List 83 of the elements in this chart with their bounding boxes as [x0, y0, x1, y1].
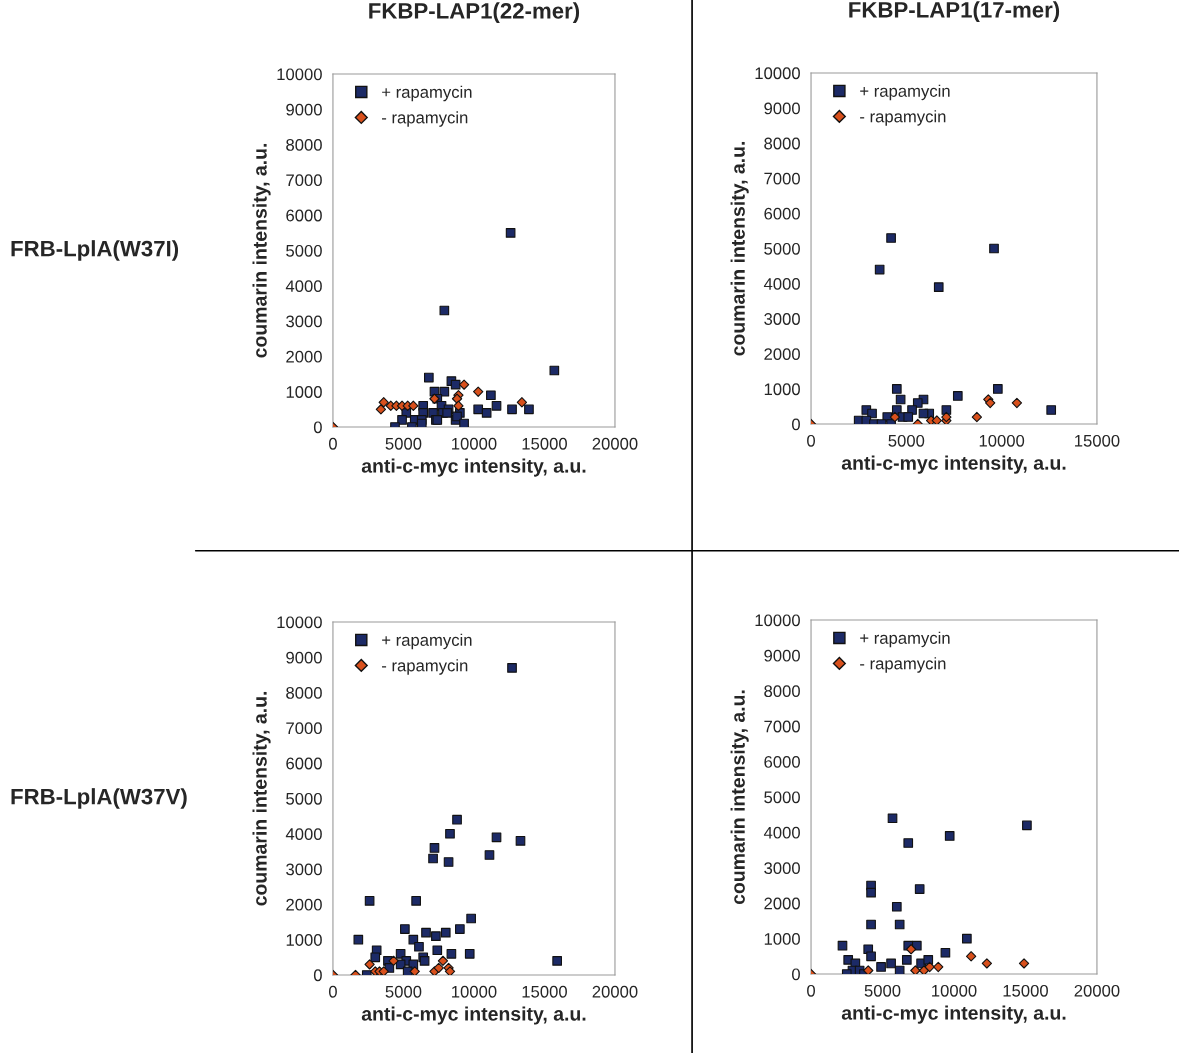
x-tick-label: 0 [807, 434, 816, 447]
y-axis-title: coumarin intensity, a.u. [252, 691, 271, 906]
y-tick-label: 3000 [286, 315, 322, 328]
x-tick-label: 5000 [888, 434, 925, 447]
y-tick-label: 6000 [286, 757, 322, 770]
y-tick-label: 5000 [286, 244, 322, 257]
y-tick-label: 0 [792, 418, 800, 431]
y-tick-label: 5000 [764, 242, 800, 255]
x-tick-label: 5000 [385, 985, 422, 998]
y-tick-label: 5000 [286, 792, 322, 805]
y-tick-label: 7000 [286, 722, 322, 735]
y-tick-label: 7000 [764, 720, 800, 733]
x-tick-label: 20000 [592, 437, 638, 450]
x-tick-label: 20000 [592, 985, 638, 998]
y-tick-label: 8000 [286, 687, 322, 699]
x-tick-label: 10000 [979, 434, 1025, 447]
x-axis-title: anti-c-myc intensity, a.u. [361, 458, 586, 477]
y-tick-label: 2000 [286, 898, 322, 911]
y-tick-label: 4000 [763, 278, 800, 290]
x-tick-label: 15000 [522, 437, 567, 450]
legend-label: - rapamycin [382, 111, 468, 127]
x-tick-label: 15000 [1075, 434, 1120, 447]
y-tick-label: 10000 [755, 67, 800, 80]
y-tick-label: 8000 [286, 139, 322, 151]
legend-label: - rapamycin [860, 110, 946, 126]
y-tick-label: 2000 [286, 350, 322, 363]
y-tick-label: 2000 [764, 897, 800, 910]
y-tick-label: 3000 [764, 313, 800, 325]
y-axis-title: coumarin intensity, a.u. [730, 141, 749, 356]
legend-label: + rapamycin [382, 85, 472, 102]
y-tick-label: 3000 [764, 862, 800, 875]
y-tick-label: 8000 [764, 685, 800, 698]
x-tick-label: 0 [807, 984, 816, 997]
y-tick-label: 0 [313, 969, 322, 982]
x-tick-label: 0 [328, 437, 337, 450]
y-tick-label: 9000 [286, 103, 322, 116]
y-tick-label: 6000 [764, 756, 800, 768]
x-tick-label: 5000 [864, 984, 901, 997]
y-tick-label: 1000 [764, 383, 800, 396]
y-tick-label: 7000 [764, 172, 800, 185]
x-tick-label: 10000 [452, 437, 497, 450]
y-tick-label: 3000 [286, 863, 322, 876]
legend-label: - rapamycin [382, 659, 468, 675]
y-tick-label: 9000 [286, 651, 322, 664]
y-tick-label: 2000 [764, 348, 800, 361]
y-tick-label: 1000 [286, 934, 322, 946]
x-tick-label: 10000 [932, 984, 977, 997]
y-tick-label: 10000 [755, 614, 800, 627]
chart-title: FKBP-LAP1(17-mer) [849, 1, 1060, 23]
y-axis-title: coumarin intensity, a.u. [730, 690, 749, 905]
legend-label: + rapamycin [860, 631, 950, 648]
y-tick-label: 6000 [286, 209, 322, 222]
y-tick-label: 8000 [764, 137, 800, 150]
x-tick-label: 15000 [1003, 984, 1048, 997]
y-tick-label: 10000 [277, 616, 322, 629]
chart-title: FKBP-LAP1(22-mer) [369, 2, 580, 24]
y-tick-label: 5000 [764, 791, 800, 804]
x-tick-label: 5000 [385, 437, 422, 450]
y-axis-title: coumarin intensity, a.u. [252, 143, 271, 358]
legend-label: + rapamycin [382, 633, 472, 650]
y-tick-label: 10000 [277, 68, 322, 81]
x-axis-title: anti-c-myc intensity, a.u. [841, 1005, 1066, 1024]
y-tick-label: 0 [792, 968, 800, 981]
y-tick-label: 9000 [764, 102, 800, 115]
text: FRB-LplA(W37V) [11, 788, 187, 809]
y-tick-label: 9000 [764, 649, 800, 662]
y-tick-label: 0 [313, 421, 322, 434]
x-axis-title: anti-c-myc intensity, a.u. [361, 1006, 586, 1025]
text: FRB-LplA(W37I) [11, 240, 179, 261]
x-tick-label: 15000 [522, 985, 567, 998]
x-tick-label: 10000 [452, 985, 497, 998]
legend-label: + rapamycin [860, 84, 950, 101]
x-axis-title: anti-c-myc intensity, a.u. [841, 455, 1066, 474]
y-tick-label: 7000 [286, 174, 322, 187]
y-tick-label: 4000 [285, 828, 322, 840]
legend-label: - rapamycin [860, 657, 946, 673]
x-tick-label: 0 [328, 985, 337, 998]
y-tick-label: 1000 [286, 386, 322, 398]
x-tick-label: 20000 [1074, 984, 1120, 997]
y-tick-label: 1000 [764, 933, 800, 945]
y-tick-label: 4000 [763, 826, 800, 839]
y-tick-label: 6000 [764, 207, 800, 220]
y-tick-label: 4000 [285, 280, 322, 293]
